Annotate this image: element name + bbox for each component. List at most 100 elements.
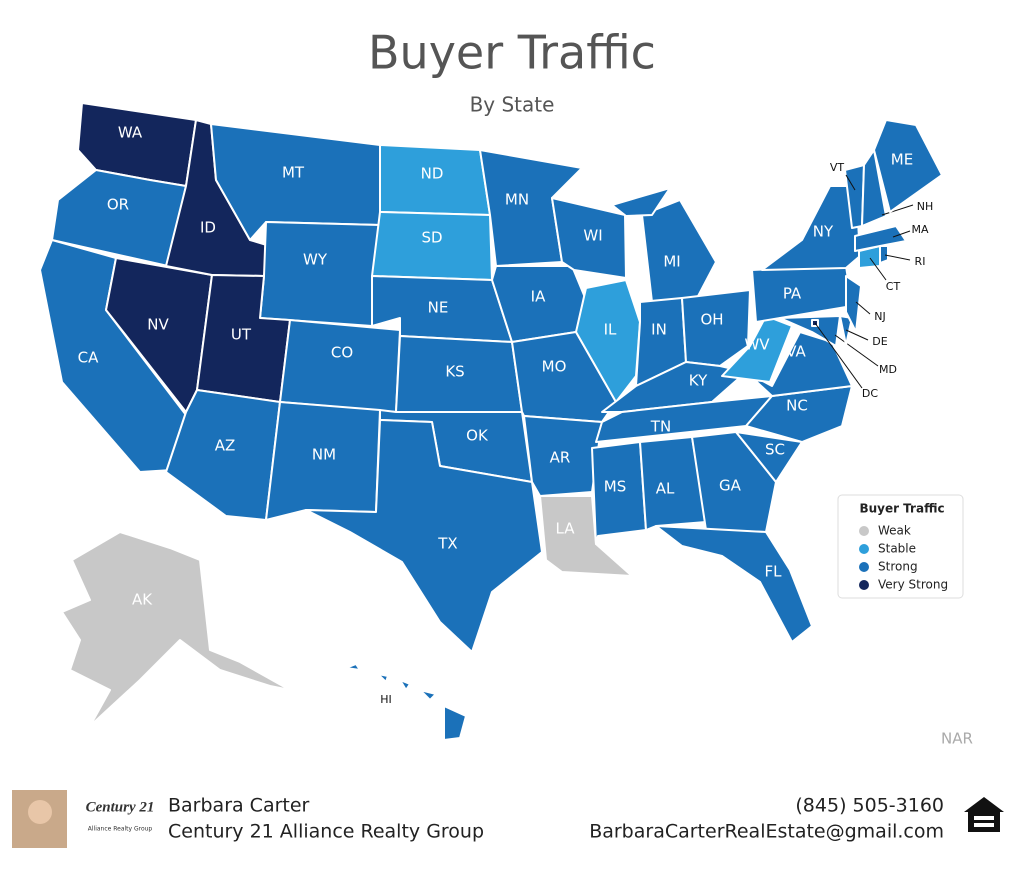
email: BarbaraCarterRealEstate@gmail.com bbox=[589, 821, 944, 843]
state-label: NJ bbox=[874, 310, 885, 323]
state-label: MD bbox=[879, 363, 897, 376]
state-shape bbox=[419, 689, 437, 701]
state-shape bbox=[879, 245, 889, 264]
state-label: OK bbox=[466, 427, 489, 445]
state-shape bbox=[591, 441, 647, 545]
state-label: OH bbox=[700, 311, 723, 329]
legend-swatch bbox=[859, 544, 869, 554]
subtitle: By State bbox=[470, 93, 555, 117]
photo-face bbox=[28, 800, 52, 824]
state-label: ME bbox=[891, 151, 913, 169]
state-label: RI bbox=[915, 255, 926, 268]
state-label: NC bbox=[786, 397, 808, 415]
state-label: MI bbox=[663, 253, 680, 271]
state-shape bbox=[639, 436, 707, 531]
state-label: ID bbox=[200, 219, 216, 237]
state-label: CT bbox=[886, 280, 901, 293]
company: Century 21 Alliance Realty Group bbox=[168, 821, 484, 843]
state-shape bbox=[345, 663, 361, 671]
title: Buyer Traffic bbox=[368, 26, 656, 80]
state-label: CO bbox=[331, 344, 353, 362]
phone: (845) 505-3160 bbox=[795, 795, 944, 817]
leader-line bbox=[892, 230, 911, 238]
state-label: TX bbox=[437, 535, 457, 553]
legend-label: Weak bbox=[878, 524, 911, 538]
state-label: WY bbox=[303, 251, 328, 269]
leader-line bbox=[845, 329, 869, 341]
state-shape bbox=[873, 119, 943, 213]
state-label: HI bbox=[380, 693, 392, 706]
state-label: MO bbox=[542, 358, 567, 376]
state-label: AL bbox=[656, 480, 675, 498]
state-label: IL bbox=[604, 321, 617, 339]
leader-line bbox=[814, 322, 863, 389]
leader-line bbox=[869, 257, 887, 281]
state-shape bbox=[259, 221, 381, 327]
state-label: UT bbox=[231, 326, 252, 344]
state-label: KY bbox=[689, 372, 708, 390]
logo: Century 21 bbox=[86, 799, 155, 815]
state-label: NM bbox=[312, 446, 336, 464]
state-label: LA bbox=[556, 520, 576, 538]
state-shape bbox=[641, 199, 717, 303]
state-label: DE bbox=[872, 335, 887, 348]
state-label: TN bbox=[650, 418, 671, 436]
state-label: CA bbox=[78, 349, 99, 367]
state-label: MS bbox=[604, 478, 626, 496]
state-label: AZ bbox=[215, 437, 236, 455]
state-label: MT bbox=[282, 164, 305, 182]
state-label: WI bbox=[583, 227, 602, 245]
agent-name: Barbara Carter bbox=[168, 795, 310, 817]
leader-line bbox=[884, 254, 911, 261]
state-label: WA bbox=[118, 124, 143, 142]
state-shape bbox=[751, 265, 853, 323]
state-label: SC bbox=[765, 441, 785, 459]
legend-label: Very Strong bbox=[878, 578, 948, 592]
legend-swatch bbox=[859, 526, 869, 536]
state-shape bbox=[61, 531, 291, 727]
state-shape bbox=[279, 319, 401, 413]
state-label: MA bbox=[911, 223, 928, 236]
state-label: NY bbox=[813, 223, 834, 241]
state-shape bbox=[735, 431, 803, 483]
state-shape bbox=[854, 225, 907, 252]
state-label: WV bbox=[744, 336, 770, 354]
state-shape bbox=[745, 385, 853, 443]
state-shape bbox=[861, 149, 887, 227]
leader-line bbox=[845, 174, 856, 191]
state-label: OR bbox=[107, 196, 129, 214]
state-shape bbox=[539, 495, 633, 577]
legend-swatch bbox=[859, 562, 869, 572]
state-label: IN bbox=[651, 321, 667, 339]
state-label: ND bbox=[421, 165, 444, 183]
state-shape bbox=[681, 289, 751, 367]
legend-title: Buyer Traffic bbox=[859, 502, 944, 516]
state-shape bbox=[761, 185, 861, 271]
state-label: KS bbox=[445, 363, 464, 381]
state-label: DC bbox=[862, 387, 878, 400]
state-shape bbox=[611, 187, 671, 217]
leader-line bbox=[855, 301, 871, 315]
state-label: NV bbox=[147, 316, 169, 334]
state-label: NE bbox=[428, 299, 449, 317]
state-shape bbox=[655, 525, 813, 643]
state-label: IA bbox=[531, 288, 546, 306]
legend-box bbox=[837, 494, 964, 599]
state-shape bbox=[523, 415, 603, 497]
legend-label: Strong bbox=[878, 560, 918, 574]
state-label: AR bbox=[550, 449, 571, 467]
legend-swatch bbox=[859, 580, 869, 590]
state-shape bbox=[845, 275, 862, 333]
state-label: SD bbox=[421, 229, 442, 247]
state-shape bbox=[551, 197, 627, 279]
state-shape bbox=[399, 679, 411, 691]
states: WA OR CA NV ID MT WY UT AZ CO NM ND SD NE KS OK TX MN IA MO… bbox=[39, 102, 943, 741]
legend: Weak Stable Strong Very Strong bbox=[859, 524, 948, 592]
state-label: FL bbox=[765, 563, 783, 581]
legend-label: Stable bbox=[878, 542, 916, 556]
state-shape bbox=[377, 673, 389, 683]
state-label: AK bbox=[132, 591, 153, 609]
state-shape bbox=[779, 315, 841, 347]
